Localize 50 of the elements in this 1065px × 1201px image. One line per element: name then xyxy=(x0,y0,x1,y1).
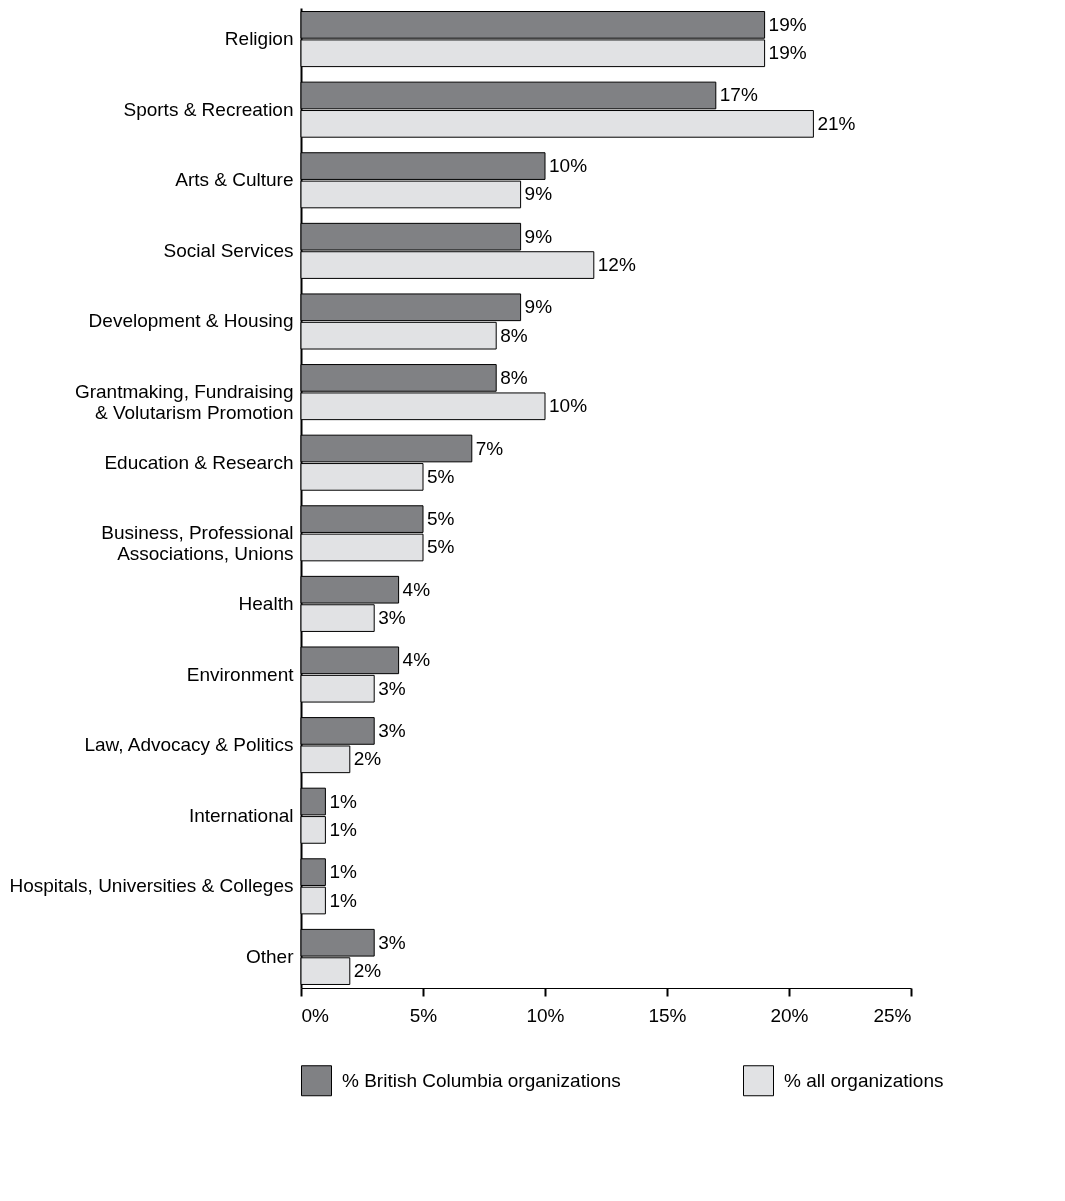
x-tick-label: 15% xyxy=(648,1004,687,1026)
y-tick-label: Religion xyxy=(224,28,294,50)
data-label: 9% xyxy=(524,183,553,205)
data-label: 21% xyxy=(817,112,856,134)
x-tick-label: 25% xyxy=(873,1004,912,1026)
data-label: 3% xyxy=(378,677,406,699)
data-label: 10% xyxy=(549,395,588,417)
data-label: 7% xyxy=(475,437,504,459)
data-label: 2% xyxy=(353,748,382,770)
legend-label: % British Columbia organizations xyxy=(342,1069,621,1091)
data-label: 1% xyxy=(329,818,357,840)
data-label: 5% xyxy=(427,465,455,487)
data-label: 3% xyxy=(378,607,406,629)
data-label: 4% xyxy=(402,649,431,671)
data-label: 5% xyxy=(427,536,455,558)
data-label: 10% xyxy=(549,155,588,177)
y-tick-label: Environment xyxy=(186,663,295,685)
y-tick-label: Hospitals, Universities & Colleges xyxy=(9,875,294,897)
data-label: 9% xyxy=(524,225,553,247)
y-tick-label: Arts & Culture xyxy=(175,169,294,191)
data-label: 17% xyxy=(719,84,758,106)
y-tick-label: Law, Advocacy & Politics xyxy=(84,734,294,756)
data-label: 4% xyxy=(402,578,431,600)
data-label: 2% xyxy=(353,960,382,982)
y-tick-label: Social Services xyxy=(163,239,294,261)
x-tick-label: 0% xyxy=(301,1004,330,1026)
data-label: 1% xyxy=(329,861,357,883)
data-label: 1% xyxy=(329,889,357,911)
y-tick-label: Development & Housing xyxy=(88,310,294,332)
data-label: 19% xyxy=(768,13,807,35)
y-tick-label: Sports & Recreation xyxy=(123,98,294,120)
data-label: 8% xyxy=(500,324,528,346)
x-tick-label: 5% xyxy=(409,1004,438,1026)
data-label: 9% xyxy=(524,296,553,318)
y-tick-label: Other xyxy=(245,945,295,967)
y-tick-label: Health xyxy=(238,592,294,614)
x-tick-label: 20% xyxy=(770,1004,809,1026)
data-label: 19% xyxy=(768,42,807,64)
y-tick-label: International xyxy=(188,804,294,826)
legend-label: % all organizations xyxy=(784,1069,944,1091)
data-label: 3% xyxy=(378,931,406,953)
data-label: 8% xyxy=(500,366,528,388)
y-tick-label: Business, Professional Associations, Unions xyxy=(101,522,294,565)
data-label: 5% xyxy=(427,508,455,530)
y-tick-label: Education & Research xyxy=(104,451,294,473)
data-label: 12% xyxy=(597,254,636,276)
data-label: 1% xyxy=(329,790,357,812)
data-label: 3% xyxy=(378,719,406,741)
x-tick-label: 10% xyxy=(526,1004,565,1026)
y-tick-label: Grantmaking, Fundraising & Volutarism Promotion xyxy=(74,381,294,424)
